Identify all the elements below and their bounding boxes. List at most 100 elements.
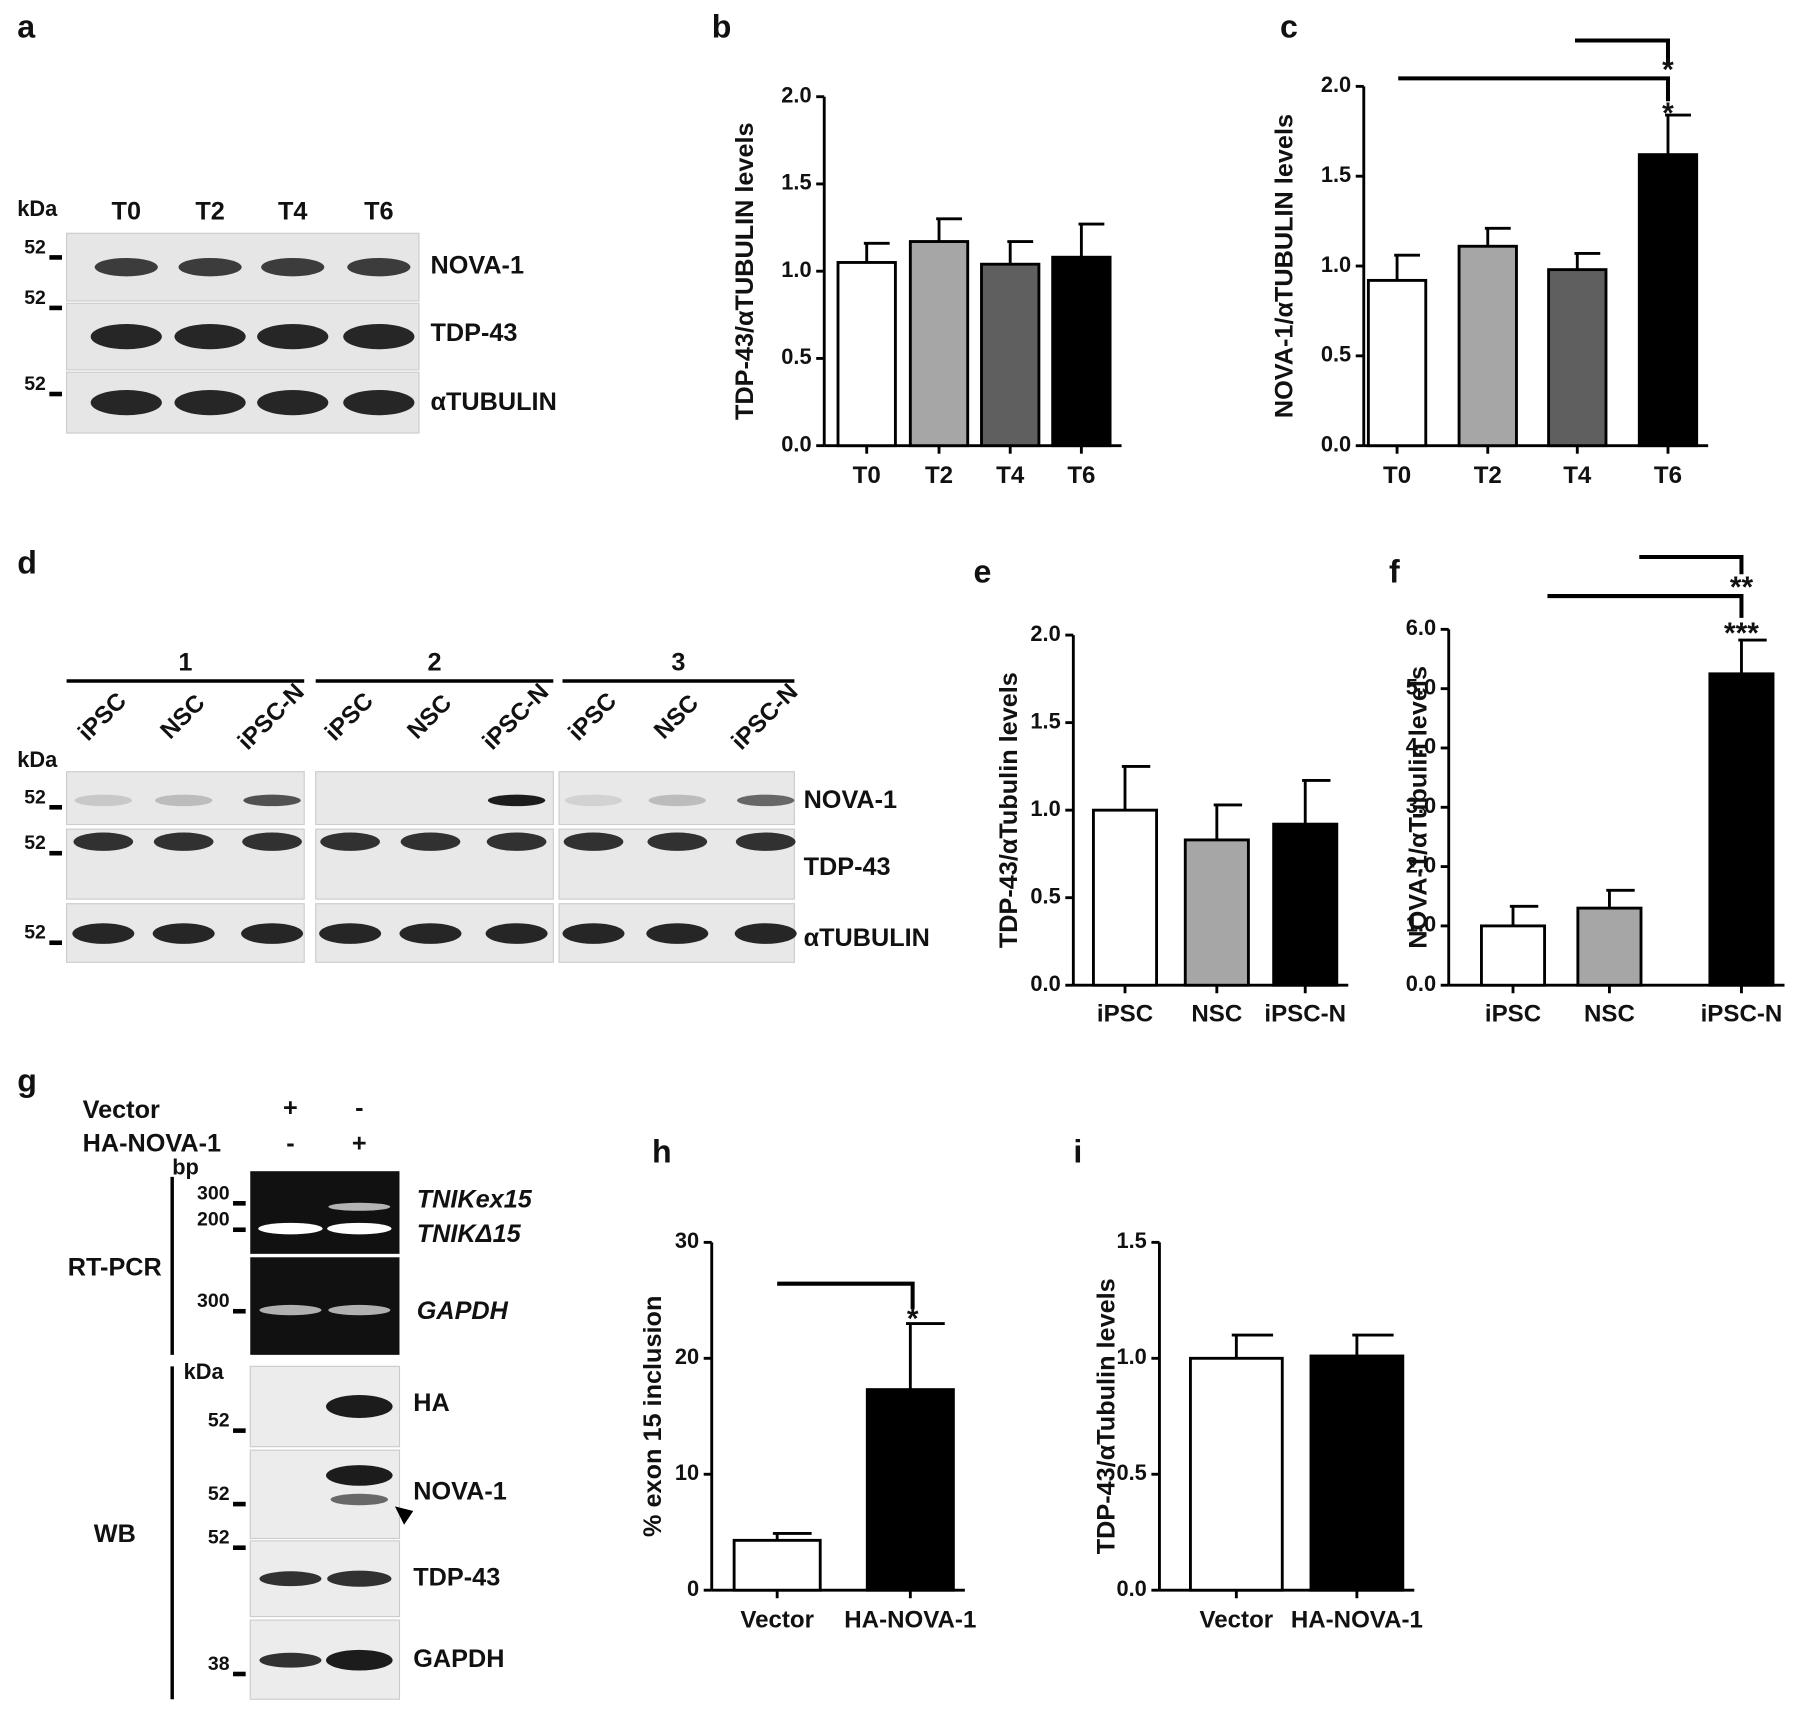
- lane-label: iPSC-N: [233, 679, 310, 756]
- bar: [1708, 672, 1775, 987]
- panel-letter: e: [973, 554, 991, 590]
- x-tick-label: HA-NOVA-1: [844, 1607, 976, 1634]
- band: [153, 832, 214, 851]
- y-tick-label: 0.5: [1116, 1460, 1146, 1485]
- bar: [908, 240, 970, 448]
- band: [347, 257, 411, 277]
- band: [485, 923, 548, 944]
- unit-label: kDa: [17, 196, 58, 221]
- y-tick-label: 1.0: [1030, 796, 1060, 821]
- band: [487, 794, 546, 807]
- y-tick-label: 1.0: [1321, 252, 1351, 277]
- lane-label: NSC: [649, 689, 704, 744]
- band: [259, 1652, 322, 1668]
- row-label: GAPDH: [417, 1297, 509, 1325]
- size-marker: 52: [24, 922, 46, 944]
- unit-label: kDa: [184, 1359, 225, 1384]
- significance-stars: *: [1662, 53, 1674, 86]
- x-tick-label: NSC: [1584, 1000, 1635, 1027]
- panel-letter: b: [712, 8, 732, 44]
- blot: [249, 1449, 401, 1540]
- y-tick-label: 2.0: [1406, 852, 1436, 877]
- size-marker: 52: [24, 287, 46, 309]
- row-label: TDP-43: [804, 853, 891, 881]
- row-label: NOVA-1: [413, 1477, 507, 1505]
- lane-label: T4: [278, 197, 307, 225]
- row-label: NOVA-1: [804, 786, 898, 814]
- y-tick-label: 1.5: [1116, 1228, 1146, 1253]
- y-axis-label: % exon 15 inclusion: [639, 1296, 667, 1537]
- lane-label: iPSC: [320, 688, 379, 747]
- y-tick-label: 3.0: [1406, 793, 1436, 818]
- y-tick-label: 5.0: [1406, 674, 1436, 699]
- panel-letter: i: [1073, 1133, 1082, 1169]
- y-tick-label: 0.5: [1030, 883, 1060, 908]
- x-tick-label: T0: [1383, 462, 1411, 489]
- unit-label: kDa: [17, 747, 58, 772]
- bar: [1637, 153, 1699, 448]
- bar: [1547, 268, 1608, 448]
- group-label: 3: [671, 648, 685, 676]
- size-marker: 52: [208, 1483, 230, 1505]
- size-marker: 300: [197, 1182, 230, 1204]
- band: [178, 257, 242, 277]
- significance-stars: ***: [1724, 617, 1759, 650]
- y-tick-label: 1.5: [1321, 162, 1351, 187]
- y-tick-label: 1.0: [1116, 1344, 1146, 1369]
- significance-stars: **: [1730, 571, 1754, 604]
- panel-letter: f: [1389, 554, 1400, 590]
- lane-label: T2: [195, 197, 224, 225]
- band: [736, 794, 795, 807]
- bar: [865, 1388, 955, 1592]
- band: [327, 1570, 392, 1587]
- y-tick-label: 0.5: [1321, 342, 1351, 367]
- row-label: αTUBULIN: [804, 924, 930, 952]
- x-tick-label: T4: [1563, 462, 1592, 489]
- y-tick-label: 1.5: [1030, 708, 1060, 733]
- band: [400, 832, 461, 851]
- x-tick-label: iPSC: [1097, 1000, 1153, 1027]
- band: [735, 832, 796, 851]
- y-tick-label: 0.0: [1030, 971, 1060, 996]
- band: [257, 390, 329, 416]
- y-tick-label: 6.0: [1406, 615, 1436, 640]
- band: [563, 832, 624, 851]
- bar: [1091, 808, 1159, 987]
- x-tick-label: NSC: [1191, 1000, 1242, 1027]
- size-marker: 52: [24, 373, 46, 395]
- band: [326, 1649, 393, 1671]
- band: [73, 832, 134, 851]
- section-label: RT-PCR: [68, 1253, 162, 1281]
- band: [241, 923, 304, 944]
- row-label: TNIKex15: [417, 1186, 533, 1214]
- y-axis-label: TDP-43/αTubulin levels: [1092, 1278, 1120, 1554]
- gel-band: [258, 1222, 323, 1235]
- y-tick-label: 30: [675, 1228, 699, 1253]
- band: [320, 832, 380, 851]
- panel-letter: h: [652, 1133, 672, 1169]
- band: [72, 923, 135, 944]
- bar: [1480, 924, 1547, 987]
- band: [647, 832, 708, 851]
- lane-label: iPSC-N: [726, 679, 803, 756]
- x-tick-label: T2: [1474, 462, 1502, 489]
- significance-bracket: [777, 1281, 915, 1309]
- y-axis-label: NOVA-1/αTubulin levels: [1405, 666, 1433, 949]
- band: [90, 390, 162, 416]
- gel-band: [328, 1304, 391, 1316]
- x-tick-label: HA-NOVA-1: [1291, 1607, 1423, 1634]
- lane-label: iPSC-N: [477, 679, 554, 756]
- panel-letter: d: [17, 545, 37, 581]
- bar: [980, 262, 1041, 448]
- y-tick-label: 0: [687, 1576, 699, 1601]
- bar: [1051, 255, 1112, 448]
- gel-band: [259, 1304, 322, 1316]
- size-marker: 200: [197, 1209, 230, 1231]
- bar: [1188, 1356, 1284, 1592]
- band: [734, 923, 797, 944]
- y-tick-label: 0.0: [1406, 971, 1436, 996]
- lane-label: iPSC: [73, 688, 132, 747]
- x-tick-label: T4: [996, 462, 1025, 489]
